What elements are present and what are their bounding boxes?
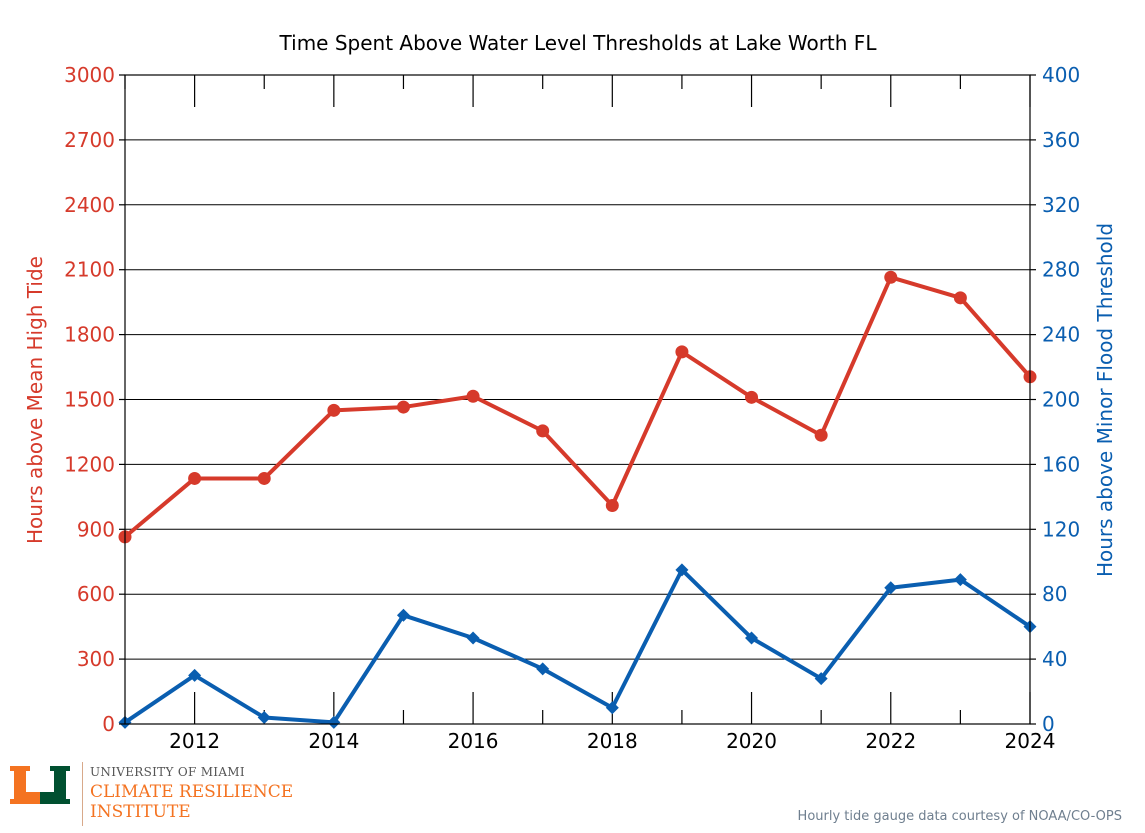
- minor-flood-point: [675, 563, 689, 577]
- mean-high-tide-point: [257, 471, 271, 485]
- minor-flood-point: [814, 672, 828, 686]
- x-tick-label: 2014: [308, 729, 359, 753]
- minor-flood-point: [605, 701, 619, 715]
- x-tick-label: 2024: [1005, 729, 1056, 753]
- logo-divider: [82, 762, 83, 826]
- mean-high-tide-point: [745, 390, 759, 404]
- x-tick-label: 2022: [865, 729, 916, 753]
- y-left-tick-label: 600: [77, 582, 115, 606]
- y-left-tick-label: 900: [77, 517, 115, 541]
- y-left-tick-label: 3000: [64, 63, 115, 87]
- u-logo-icon: [10, 766, 70, 804]
- y-right-tick-label: 160: [1042, 452, 1080, 476]
- data-credit: Hourly tide gauge data courtesy of NOAA/…: [797, 809, 1122, 824]
- minor-flood-point: [953, 573, 967, 587]
- y-right-tick-label: 320: [1042, 193, 1080, 217]
- y-right-tick-label: 40: [1042, 647, 1067, 671]
- y-right-tick-label: 120: [1042, 517, 1080, 541]
- y-right-tick-label: 360: [1042, 128, 1080, 152]
- mean-high-tide-point: [884, 270, 898, 284]
- minor-flood-point: [884, 581, 898, 595]
- institute-name-line1: CLIMATE RESILIENCE: [90, 782, 294, 802]
- y-left-tick-label: 1500: [64, 388, 115, 412]
- y-left-tick-label: 300: [77, 647, 115, 671]
- mean-high-tide-point: [327, 403, 341, 417]
- mean-high-tide-line: [123, 275, 1032, 539]
- chart-title: Time Spent Above Water Level Thresholds …: [279, 31, 878, 55]
- minor-flood-point: [396, 608, 410, 622]
- university-logo: UNIVERSITY OF MIAMI CLIMATE RESILIENCE I…: [8, 762, 308, 828]
- y-right-tick-label: 400: [1042, 63, 1080, 87]
- x-tick-label: 2012: [169, 729, 220, 753]
- x-tick-label: 2018: [587, 729, 638, 753]
- mean-high-tide-point: [466, 389, 480, 403]
- grid-lines: [125, 139, 1030, 660]
- x-tick-label: 2020: [726, 729, 777, 753]
- minor-flood-point: [257, 711, 271, 725]
- y-left-tick-label: 2400: [64, 193, 115, 217]
- y-right-tick-label: 0: [1042, 712, 1055, 736]
- mean-high-tide-point: [188, 471, 202, 485]
- university-name: UNIVERSITY OF MIAMI: [90, 765, 245, 779]
- y-right-tick-label: 80: [1042, 582, 1067, 606]
- institute-name-line2: INSTITUTE: [90, 802, 191, 822]
- y-left-tick-label: 2100: [64, 258, 115, 282]
- mean-high-tide-point: [605, 499, 619, 513]
- minor-flood-point: [536, 662, 550, 676]
- y-right-tick-label: 200: [1042, 388, 1080, 412]
- x-axis-tick-labels: 2012 2014 2016 2018 2020 2022 2024: [169, 729, 1055, 753]
- right-y-axis-label: Hours above Minor Flood Threshold: [1093, 223, 1117, 577]
- y-right-tick-label: 280: [1042, 258, 1080, 282]
- left-y-axis-label: Hours above Mean High Tide: [23, 256, 47, 544]
- y-left-tick-label: 1800: [64, 323, 115, 347]
- y-right-tick-label: 240: [1042, 323, 1080, 347]
- left-y-axis-ticks: 0 300 600 900 1200 1500 1800 2100 2400 2700 3000: [64, 63, 125, 736]
- series-hours-above-mean-high-tide: [118, 270, 1037, 544]
- minor-flood-line: [123, 567, 1032, 725]
- mean-high-tide-point: [396, 400, 410, 414]
- y-left-tick-label: 0: [102, 712, 115, 736]
- minor-flood-point: [327, 715, 341, 729]
- minor-flood-point: [745, 631, 759, 645]
- minor-flood-point: [466, 631, 480, 645]
- mean-high-tide-point: [536, 424, 550, 438]
- mean-high-tide-point: [675, 345, 689, 359]
- x-tick-label: 2016: [448, 729, 499, 753]
- series-hours-above-minor-flood: [118, 563, 1037, 729]
- y-left-tick-label: 1200: [64, 452, 115, 476]
- y-left-tick-label: 2700: [64, 128, 115, 152]
- mean-high-tide-point: [953, 291, 967, 305]
- minor-flood-point: [188, 668, 202, 682]
- right-y-axis-ticks: 0 40 80 120 160 200 240 280 320 360 400: [1030, 63, 1080, 736]
- mean-high-tide-point: [814, 428, 828, 442]
